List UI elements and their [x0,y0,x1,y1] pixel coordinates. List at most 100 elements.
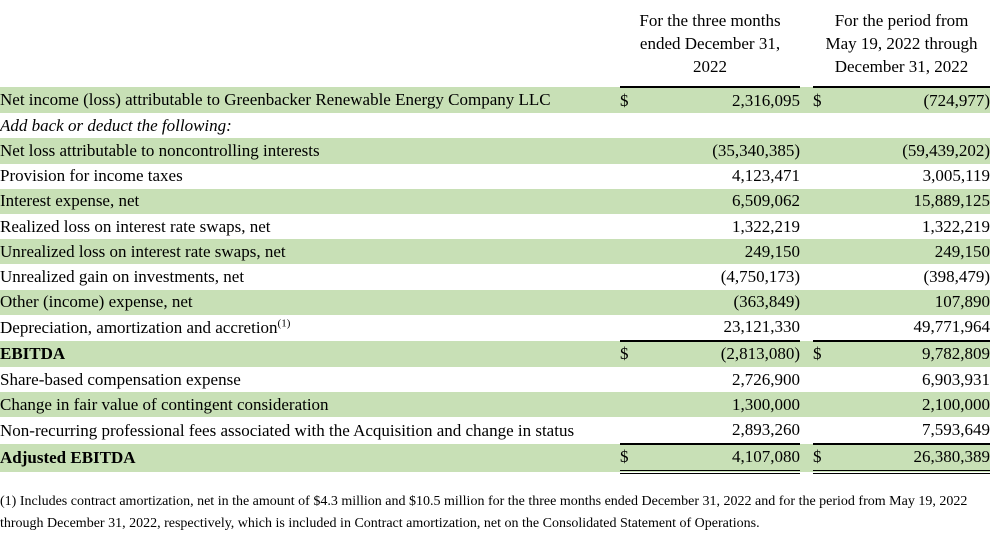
value-col-1 [654,113,800,138]
row-label-text: Unrealized gain on investments, net [0,266,245,286]
column-gap [800,315,813,341]
column-gap [800,444,813,472]
row-label: Share-based compensation expense [0,367,620,392]
value-col-2: (724,977) [923,90,990,110]
value-col-1: 2,893,260 [732,420,801,440]
table-row: Non-recurring professional fees associat… [0,417,990,443]
dollar-sign-1 [620,138,654,163]
dollar-sign-2: $ [813,339,849,368]
value-col-1: 6,509,062 [732,191,801,211]
row-label: Provision for income taxes [0,164,620,189]
dollar-sign-2 [813,239,848,264]
column-gap [800,367,813,392]
dollar-sign-2 [813,315,848,341]
dollar-sign-1 [620,367,654,392]
table-row: Net income (loss) attributable to Greenb… [0,87,990,114]
value-col-2: (59,439,202) [902,140,990,160]
column-gap [800,239,813,264]
row-label-text: Interest expense, net [0,191,140,211]
value-col-2: 3,005,119 [922,166,990,186]
dollar-sign-2 [813,290,848,315]
table-row: Other (income) expense, net (363,849) 107,… [0,289,990,315]
row-label: Add back or deduct the following: [0,113,620,138]
row-label: Other (income) expense, net [0,290,620,315]
footnote: (1) Includes contract amortization, net … [0,493,968,531]
column-gap [800,264,813,289]
row-label: Interest expense, net [0,189,620,214]
value-col-2: 249,150 [934,241,990,261]
table-row: Depreciation, amortization and accretion… [0,315,990,341]
table-row: EBITDA $ (2,813,080) $9,782,809 [0,339,990,368]
row-label-text: Realized loss on interest rate swaps, ne… [0,216,271,236]
value-col-1: 1,300,000 [732,394,801,414]
value-col-1: 2,726,900 [732,369,801,389]
footnote-ref: (1) [277,317,291,330]
dollar-sign-1 [620,239,654,264]
row-label-text: Share-based compensation expense [0,369,241,389]
dollar-sign-2: $ [813,90,822,110]
column-gap [800,87,813,113]
column-header-period-from: For the period from May 19, 2022 through… [813,0,990,88]
column-gap [800,164,813,189]
row-label: Change in fair value of contingent consi… [0,392,620,417]
value-col-2: 107,890 [934,292,990,312]
column-gap [800,417,813,443]
row-label: Unrealized loss on interest rate swaps, … [0,239,620,264]
dollar-sign-2 [813,367,848,392]
table-row: Share-based compensation expense 2,726,90… [0,367,990,392]
value-col-2 [848,113,990,138]
value-col-2: 6,903,931 [922,369,990,389]
dollar-sign-2 [813,392,848,417]
value-col-2: 2,100,000 [922,394,990,414]
column-gap [800,138,813,163]
dollar-sign-1 [620,290,654,315]
value-col-1: (2,813,080) [654,339,801,368]
dollar-sign-1 [620,113,654,138]
table-row: Net loss attributable to noncontrolling … [0,138,990,164]
table-row: Add back or deduct the following: [0,113,990,138]
value-col-1: (363,849) [733,292,801,312]
dollar-sign-1: $ [620,339,654,368]
column-gap [800,290,813,315]
value-col-2: 1,322,219 [922,216,990,236]
row-label: Unrealized gain on investments, net [0,264,620,289]
dollar-sign-2 [813,164,848,189]
value-col-1: 23,121,330 [723,317,801,337]
row-label: Realized loss on interest rate swaps, ne… [0,214,620,239]
dollar-sign-2 [813,417,848,443]
row-label: Depreciation, amortization and accretion… [0,315,620,341]
row-label-text: Add back or deduct the following: [0,115,232,135]
row-label-text: Adjusted EBITDA [0,447,136,467]
header-spacer [0,0,620,87]
row-label-text: Other (income) expense, net [0,292,193,312]
table-header-row: For the three months ended December 31, … [0,0,990,88]
table-row: Provision for income taxes 4,123,471 3,005… [0,164,990,189]
dollar-sign-2 [813,264,848,289]
row-label: Net income (loss) attributable to Greenb… [0,87,620,113]
value-col-1: (35,340,385) [712,140,801,160]
value-col-2: 49,771,964 [913,317,990,337]
dollar-sign-1 [620,315,654,341]
value-col-1: 2,316,095 [732,90,801,110]
row-label-text: EBITDA [0,343,66,363]
dollar-sign-1: $ [620,90,629,110]
dollar-sign-1 [620,214,654,239]
dollar-sign-1 [620,189,654,214]
value-col-2: 26,380,389 [848,442,990,474]
table-row: Change in fair value of contingent consi… [0,392,990,418]
dollar-sign-1: $ [620,442,654,474]
column-gap [800,392,813,417]
value-col-1: 4,123,471 [732,166,801,186]
dollar-sign-2 [813,113,848,138]
table-row: Realized loss on interest rate swaps, ne… [0,214,990,239]
dollar-sign-1 [620,392,654,417]
dollar-sign-2 [813,138,848,163]
row-label: Adjusted EBITDA [0,444,620,472]
dollar-sign-2 [813,189,848,214]
table-row: Unrealized gain on investments, net (4,75… [0,264,990,289]
row-label-text: Net income (loss) attributable to Greenb… [0,90,551,110]
row-label: EBITDA [0,341,620,367]
table-row: Adjusted EBITDA $4,107,080 $26,380,389 [0,442,990,474]
value-col-1: (4,750,173) [720,266,801,286]
row-label-text: Unrealized loss on interest rate swaps, … [0,241,286,261]
